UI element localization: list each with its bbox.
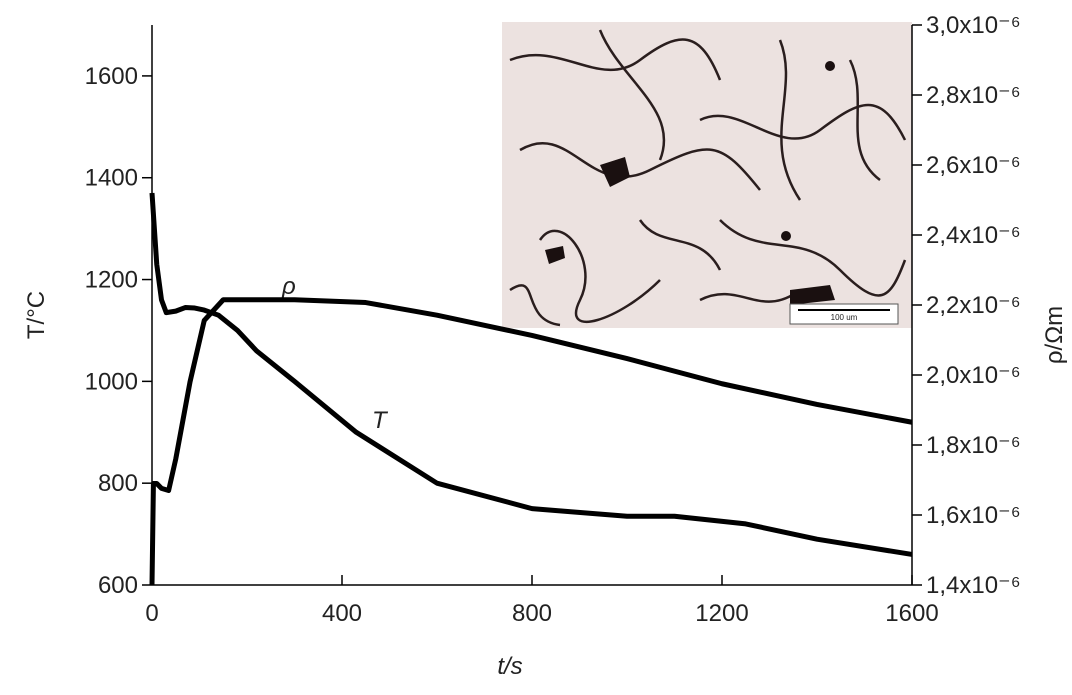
- y-axis-label: T/°C: [23, 291, 50, 339]
- y2-tick-label: 2,6x10⁻⁶: [926, 152, 1021, 179]
- y2-tick-label: 1,4x10⁻⁶: [926, 572, 1021, 599]
- x-tick-label: 800: [512, 600, 552, 627]
- series-line: [149, 297, 913, 586]
- inset-micrograph: 100 um: [502, 22, 912, 328]
- y-tick-label: 1200: [85, 267, 138, 294]
- y-tick-label: 800: [98, 470, 138, 497]
- x-axis-label: t/s: [497, 653, 522, 680]
- x-tick-label: 1600: [885, 600, 938, 627]
- series-line: [149, 192, 913, 557]
- y2-tick-label: 2,0x10⁻⁶: [926, 362, 1021, 389]
- y-tick-label: 1000: [85, 368, 138, 395]
- annotation: ρ: [281, 273, 296, 300]
- y2-tick-label: 1,6x10⁻⁶: [926, 502, 1021, 529]
- y-tick-label: 1400: [85, 165, 138, 192]
- scale-label: 100 um: [831, 313, 858, 322]
- y-tick-label: 1600: [85, 63, 138, 90]
- y2-axis-label: ρ/Ωm: [1041, 306, 1068, 364]
- y2-tick-label: 2,4x10⁻⁶: [926, 222, 1021, 249]
- y2-tick-label: 3,0x10⁻⁶: [926, 12, 1021, 39]
- y2-tick-label: 1,8x10⁻⁶: [926, 432, 1021, 459]
- y2-tick-label: 2,8x10⁻⁶: [926, 82, 1021, 109]
- x-tick-label: 0: [145, 600, 158, 627]
- annotation: T: [372, 407, 389, 434]
- y2-tick-label: 2,2x10⁻⁶: [926, 292, 1021, 319]
- x-tick-label: 400: [322, 600, 362, 627]
- y-tick-label: 600: [98, 572, 138, 599]
- x-tick-label: 1200: [695, 600, 748, 627]
